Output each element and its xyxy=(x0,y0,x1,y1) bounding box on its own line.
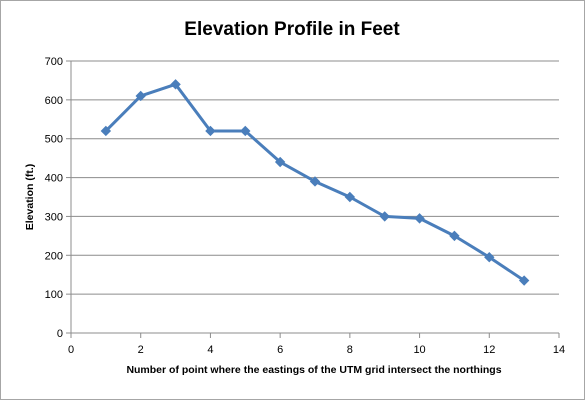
y-tick-label: 100 xyxy=(45,289,63,301)
data-point xyxy=(414,213,425,224)
data-point xyxy=(449,230,460,242)
x-tick-label: 6 xyxy=(277,344,283,356)
data-point xyxy=(100,125,112,137)
x-tick-label: 0 xyxy=(68,344,74,356)
gridlines xyxy=(71,60,559,295)
data-point xyxy=(518,275,530,286)
data-point xyxy=(135,90,146,102)
y-tick-label: 200 xyxy=(45,250,63,262)
data-point xyxy=(170,79,181,90)
y-tick-label: 0 xyxy=(57,328,63,340)
x-tick-label: 8 xyxy=(347,344,353,356)
x-tick-label: 10 xyxy=(413,344,425,356)
data-point xyxy=(309,176,321,187)
x-tick-label: 14 xyxy=(553,344,565,356)
y-tick-label: 400 xyxy=(45,173,63,185)
data-point xyxy=(240,125,251,137)
y-tick-label: 700 xyxy=(45,56,63,68)
axes xyxy=(66,60,560,338)
x-tick-label: 12 xyxy=(483,344,495,356)
x-axis-label: Number of point where the eastings of th… xyxy=(126,364,501,376)
data-point xyxy=(205,125,216,137)
y-tick-label: 500 xyxy=(45,134,63,146)
data-point xyxy=(379,211,390,222)
y-tick-label: 300 xyxy=(45,211,63,223)
tick-labels: 0 100 200 300 400 500 600 700 0 2 4 6 8 10 12 14 xyxy=(45,56,565,356)
x-tick-label: 2 xyxy=(138,344,144,356)
series-layer xyxy=(100,79,530,286)
data-point xyxy=(344,191,356,203)
y-tick-label: 600 xyxy=(45,95,63,107)
y-axis-label: Elevation (ft.) xyxy=(24,164,36,231)
data-point xyxy=(274,156,286,168)
chart-title: Elevation Profile in Feet xyxy=(184,19,400,40)
data-point xyxy=(484,252,495,263)
x-tick-label: 4 xyxy=(207,344,213,356)
